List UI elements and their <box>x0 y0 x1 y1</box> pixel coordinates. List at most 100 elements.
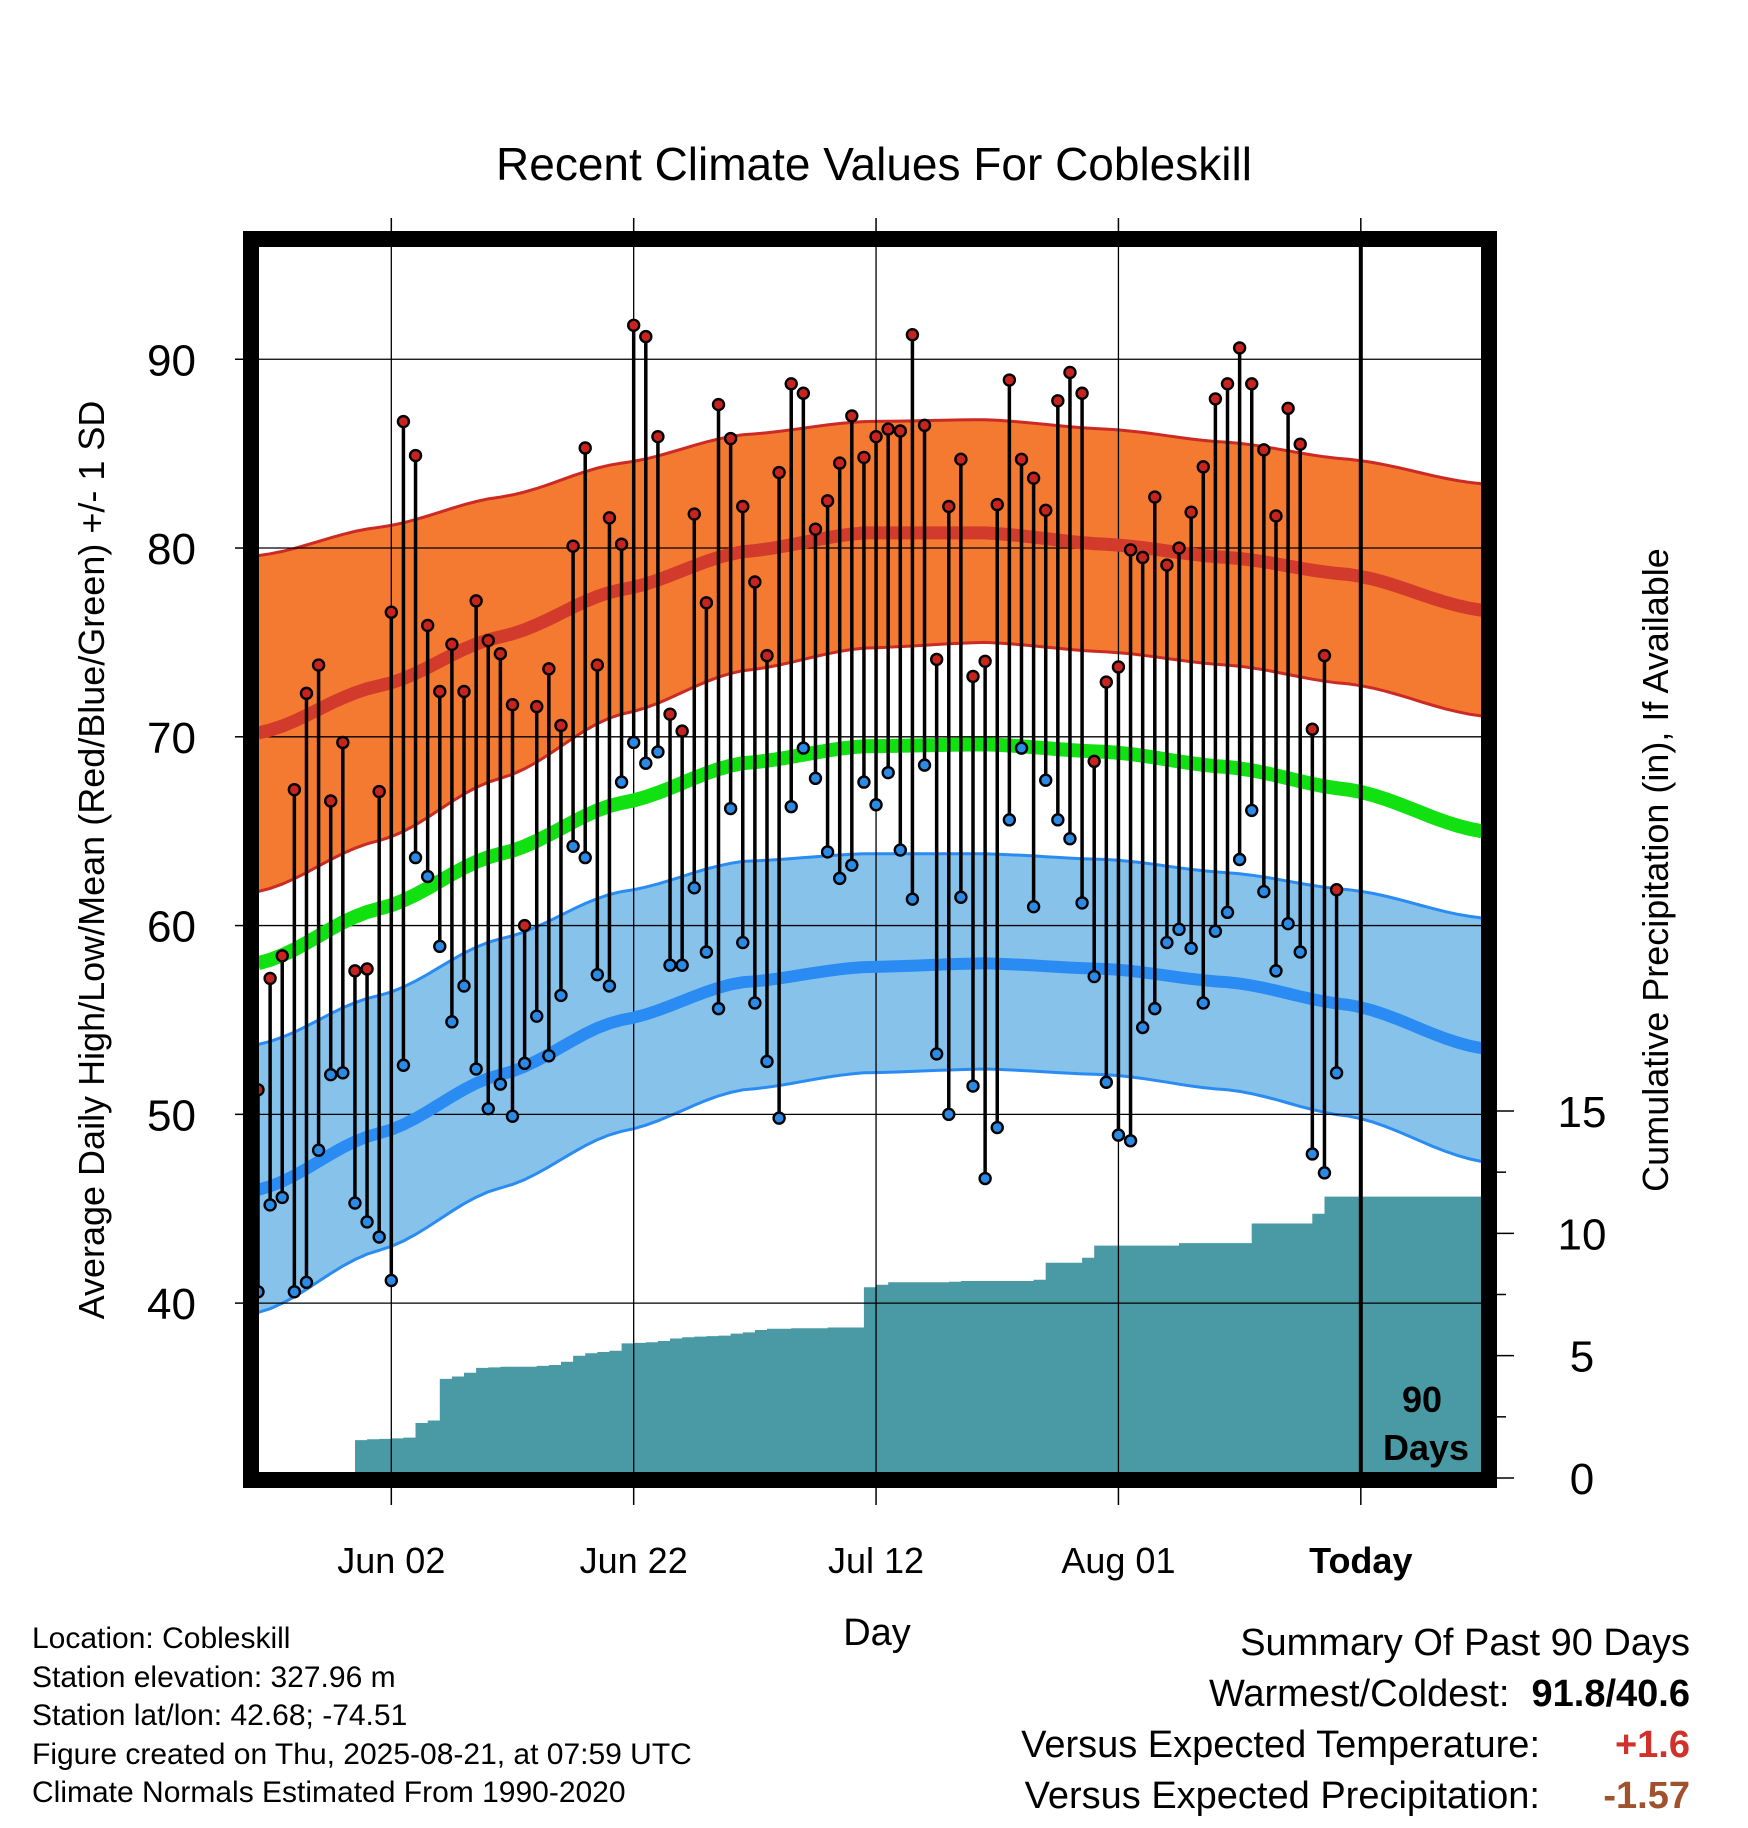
daily-low-point <box>360 1215 374 1229</box>
daily-high-point <box>978 654 992 668</box>
high-band-upper-edge <box>257 418 1483 558</box>
daily-low-point <box>711 1001 726 1016</box>
daily-high-point <box>1099 675 1114 689</box>
daily-low-point <box>1329 1066 1344 1080</box>
daily-high-point <box>433 684 447 699</box>
daily-low-point <box>990 1120 1004 1135</box>
daily-low-point <box>796 741 811 755</box>
y2-axis-label: Cumulative Precipitation (in), If Availa… <box>1635 548 1676 1192</box>
daily-high-point <box>566 539 580 553</box>
y2-tick-label-15: 15 <box>1558 1088 1607 1137</box>
daily-low-point <box>723 801 738 816</box>
daily-high-point <box>857 450 871 465</box>
daily-low-point <box>1075 896 1089 910</box>
high-sd-band <box>258 419 1482 892</box>
daily-low-point <box>966 1079 980 1093</box>
daily-low-point <box>1039 773 1053 787</box>
daily-low-point <box>299 1275 314 1290</box>
daily-high-point <box>263 971 277 986</box>
daily-low-point <box>893 843 907 857</box>
daily-high-point <box>299 686 314 701</box>
daily-low-point <box>917 758 932 772</box>
created-text: Figure created on Thu, 2025-08-21, at 07… <box>32 1737 692 1771</box>
daily-low-point <box>420 869 435 884</box>
daily-low-point <box>1232 852 1247 867</box>
daily-low-point <box>1148 1001 1162 1016</box>
daily-high-point <box>1184 505 1198 519</box>
y-tick-label-50: 50 <box>147 1091 196 1140</box>
daily-high-point <box>869 429 883 444</box>
daily-high-point <box>929 652 944 667</box>
daily-high-point <box>651 429 665 444</box>
y2-tick-label-10: 10 <box>1558 1210 1607 1259</box>
summary-panel: Summary Of Past 90 Days Warmest/Coldest:… <box>1021 1618 1690 1822</box>
daily-low-point <box>1014 741 1029 755</box>
daily-high-point <box>1051 394 1065 408</box>
normals-text: Climate Normals Estimated From 1990-2020 <box>32 1776 626 1809</box>
x-tick-label-2: Jul 12 <box>828 1540 924 1581</box>
station-info: Location: Cobleskill Station elevation: … <box>32 1620 692 1813</box>
daily-high-point <box>1160 558 1174 572</box>
daily-high-point <box>833 456 847 470</box>
summary-heading: Summary Of Past 90 Days <box>1240 1622 1690 1664</box>
daily-low-point <box>857 775 871 789</box>
daily-low-point <box>1026 899 1041 914</box>
daily-high-point <box>578 441 592 455</box>
daily-high-point <box>554 718 568 733</box>
daily-high-point <box>748 575 762 589</box>
summary-temp: Versus Expected Temperature: +1.6 <box>1021 1720 1690 1771</box>
daily-high-point <box>687 507 701 521</box>
y-tick-label-70: 70 <box>147 714 196 763</box>
y-axis-label: Average Daily High/Low/Mean (Red/Blue/Gr… <box>71 401 112 1320</box>
daily-high-point <box>1002 373 1017 387</box>
daily-high-point <box>1232 341 1247 355</box>
daily-low-point <box>457 979 471 993</box>
daily-low-point <box>1220 905 1235 920</box>
daily-low-point <box>760 1054 774 1069</box>
daily-high-point <box>760 648 774 663</box>
daily-low-point <box>481 1101 495 1116</box>
daily-high-point <box>1196 460 1210 474</box>
chart-title: Recent Climate Values For Cobleskill <box>496 138 1252 190</box>
daily-low-point <box>1063 832 1077 846</box>
daily-observations <box>251 318 1344 1299</box>
summary-warmest-coldest: Warmest/Coldest: 91.8/40.6 <box>1021 1669 1690 1720</box>
high-band-lower-edge <box>257 640 1483 894</box>
daily-low-point <box>578 850 592 865</box>
daily-high-point <box>1039 503 1053 517</box>
daily-low-point <box>348 1196 362 1210</box>
daily-low-point <box>1269 964 1283 978</box>
daily-low-point <box>905 892 920 906</box>
daily-high-point <box>796 386 811 400</box>
daily-high-point <box>917 418 932 433</box>
daily-low-point <box>639 756 653 770</box>
daily-high-point <box>723 431 738 446</box>
x-tick-label-3: Aug 01 <box>1061 1540 1175 1581</box>
mean-normal-line <box>256 737 1484 971</box>
daily-high-point <box>348 964 362 978</box>
daily-high-point <box>808 522 823 536</box>
daily-high-point <box>1220 377 1235 391</box>
daily-low-point <box>651 745 665 759</box>
daily-high-point <box>1148 490 1162 504</box>
daily-low-point <box>1160 935 1174 950</box>
daily-low-point <box>1184 941 1198 955</box>
daily-low-point <box>1002 813 1017 827</box>
daily-low-point <box>1317 1166 1332 1180</box>
daily-low-point <box>1245 803 1259 818</box>
warmest-value: 91.8 <box>1531 1673 1606 1715</box>
daily-low-point <box>736 935 750 950</box>
daily-high-point <box>481 633 495 648</box>
daily-low-point <box>469 1062 483 1076</box>
daily-high-point <box>420 618 435 633</box>
daily-high-point <box>1135 550 1150 565</box>
daily-low-point <box>287 1285 302 1299</box>
daily-high-point <box>384 605 399 619</box>
daily-low-point <box>1111 1128 1126 1142</box>
daily-low-point <box>614 775 629 789</box>
daily-low-point <box>324 1067 338 1082</box>
daily-low-point <box>433 939 447 954</box>
daily-high-point <box>275 949 289 963</box>
daily-low-point <box>1305 1147 1320 1161</box>
low-band-lower-edge <box>257 1067 1483 1314</box>
